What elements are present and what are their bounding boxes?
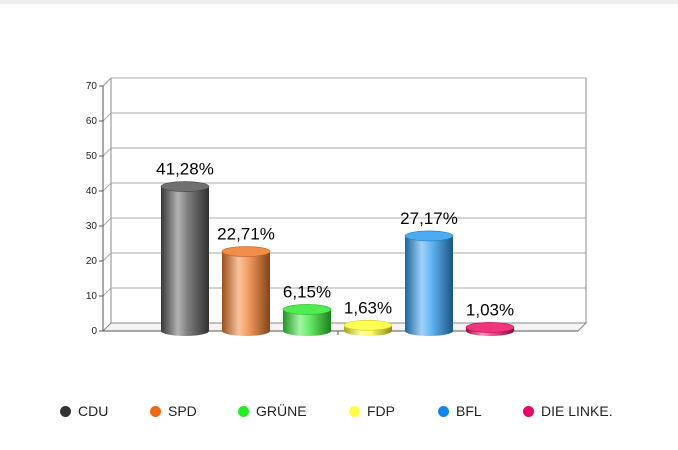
side-wall — [102, 77, 112, 331]
legend-item-gruene: GRÜNE — [238, 400, 307, 422]
legend-item-fdp: FDP — [349, 400, 395, 422]
legend-label: BFL — [456, 403, 482, 419]
data-label: 1,63% — [344, 298, 392, 317]
legend-item-cdu: CDU — [60, 400, 108, 422]
bar-body — [283, 309, 331, 336]
legend-label: SPD — [168, 403, 197, 419]
legend-label: GRÜNE — [256, 403, 307, 419]
y-tick-label: 40 — [86, 186, 98, 197]
gridline-side — [102, 77, 112, 87]
bar-body — [222, 251, 270, 336]
data-label: 41,28% — [156, 160, 214, 179]
legend-dot-icon — [349, 405, 360, 417]
bar-top — [160, 181, 210, 192]
legend-item-spd: SPD — [150, 400, 197, 422]
legend-label: CDU — [78, 403, 109, 419]
bar-fdp — [343, 319, 393, 336]
legend-dot-icon — [238, 405, 249, 417]
bar-top — [343, 319, 393, 331]
legend-dot-icon — [150, 405, 161, 417]
gridline-side — [102, 217, 112, 227]
y-tick-label: 70 — [86, 81, 98, 92]
gridline-side — [102, 147, 112, 157]
bar-top — [282, 304, 332, 315]
y-tick-label: 10 — [86, 291, 98, 302]
data-labels: 41,28% 22,71% 6,15% 1,63% 27,17% 1,03% — [156, 160, 514, 320]
legend-item-bfl: BFL — [438, 400, 482, 422]
gridline-side — [102, 252, 112, 262]
bar-top — [221, 246, 271, 257]
gridline-side — [102, 182, 112, 192]
bar-gr-ne — [282, 304, 332, 336]
y-tick-label: 0 — [91, 326, 97, 337]
bar-body — [405, 235, 453, 336]
legend-dot-icon — [60, 405, 71, 417]
bar-die-linke- — [465, 322, 515, 336]
bar-cdu — [160, 181, 210, 336]
bar-top — [404, 230, 454, 242]
legend-dot-icon — [438, 405, 449, 417]
bar-spd — [221, 246, 271, 336]
gridline-side — [102, 112, 112, 122]
legend-item-die-linke: DIE LINKE. — [523, 400, 613, 422]
data-label: 6,15% — [283, 282, 331, 301]
data-label: 27,17% — [400, 209, 458, 228]
y-tick-label: 50 — [86, 151, 98, 162]
bar-body — [161, 186, 209, 336]
bar-bfl — [404, 230, 454, 336]
legend: CDU SPD GRÜNE FDP BFL DIE LINKE. — [0, 400, 678, 424]
bar-top — [465, 322, 515, 333]
bars — [160, 181, 515, 336]
data-label: 1,03% — [466, 300, 514, 319]
gridline-side — [102, 287, 112, 297]
legend-label: FDP — [367, 403, 395, 419]
y-tick-label: 60 — [86, 116, 98, 127]
y-tick-label: 30 — [86, 221, 98, 232]
y-tick-label: 20 — [86, 256, 98, 267]
data-label: 22,71% — [217, 225, 275, 244]
bar-chart: 0 10 20 30 40 50 60 70 41,28% 22,71% 6,15% 1,63% 27… — [86, 77, 588, 337]
top-border — [0, 0, 678, 4]
y-axis: 0 10 20 30 40 50 60 70 — [86, 81, 104, 337]
legend-label: DIE LINKE. — [541, 403, 613, 419]
legend-dot-icon — [523, 405, 534, 417]
